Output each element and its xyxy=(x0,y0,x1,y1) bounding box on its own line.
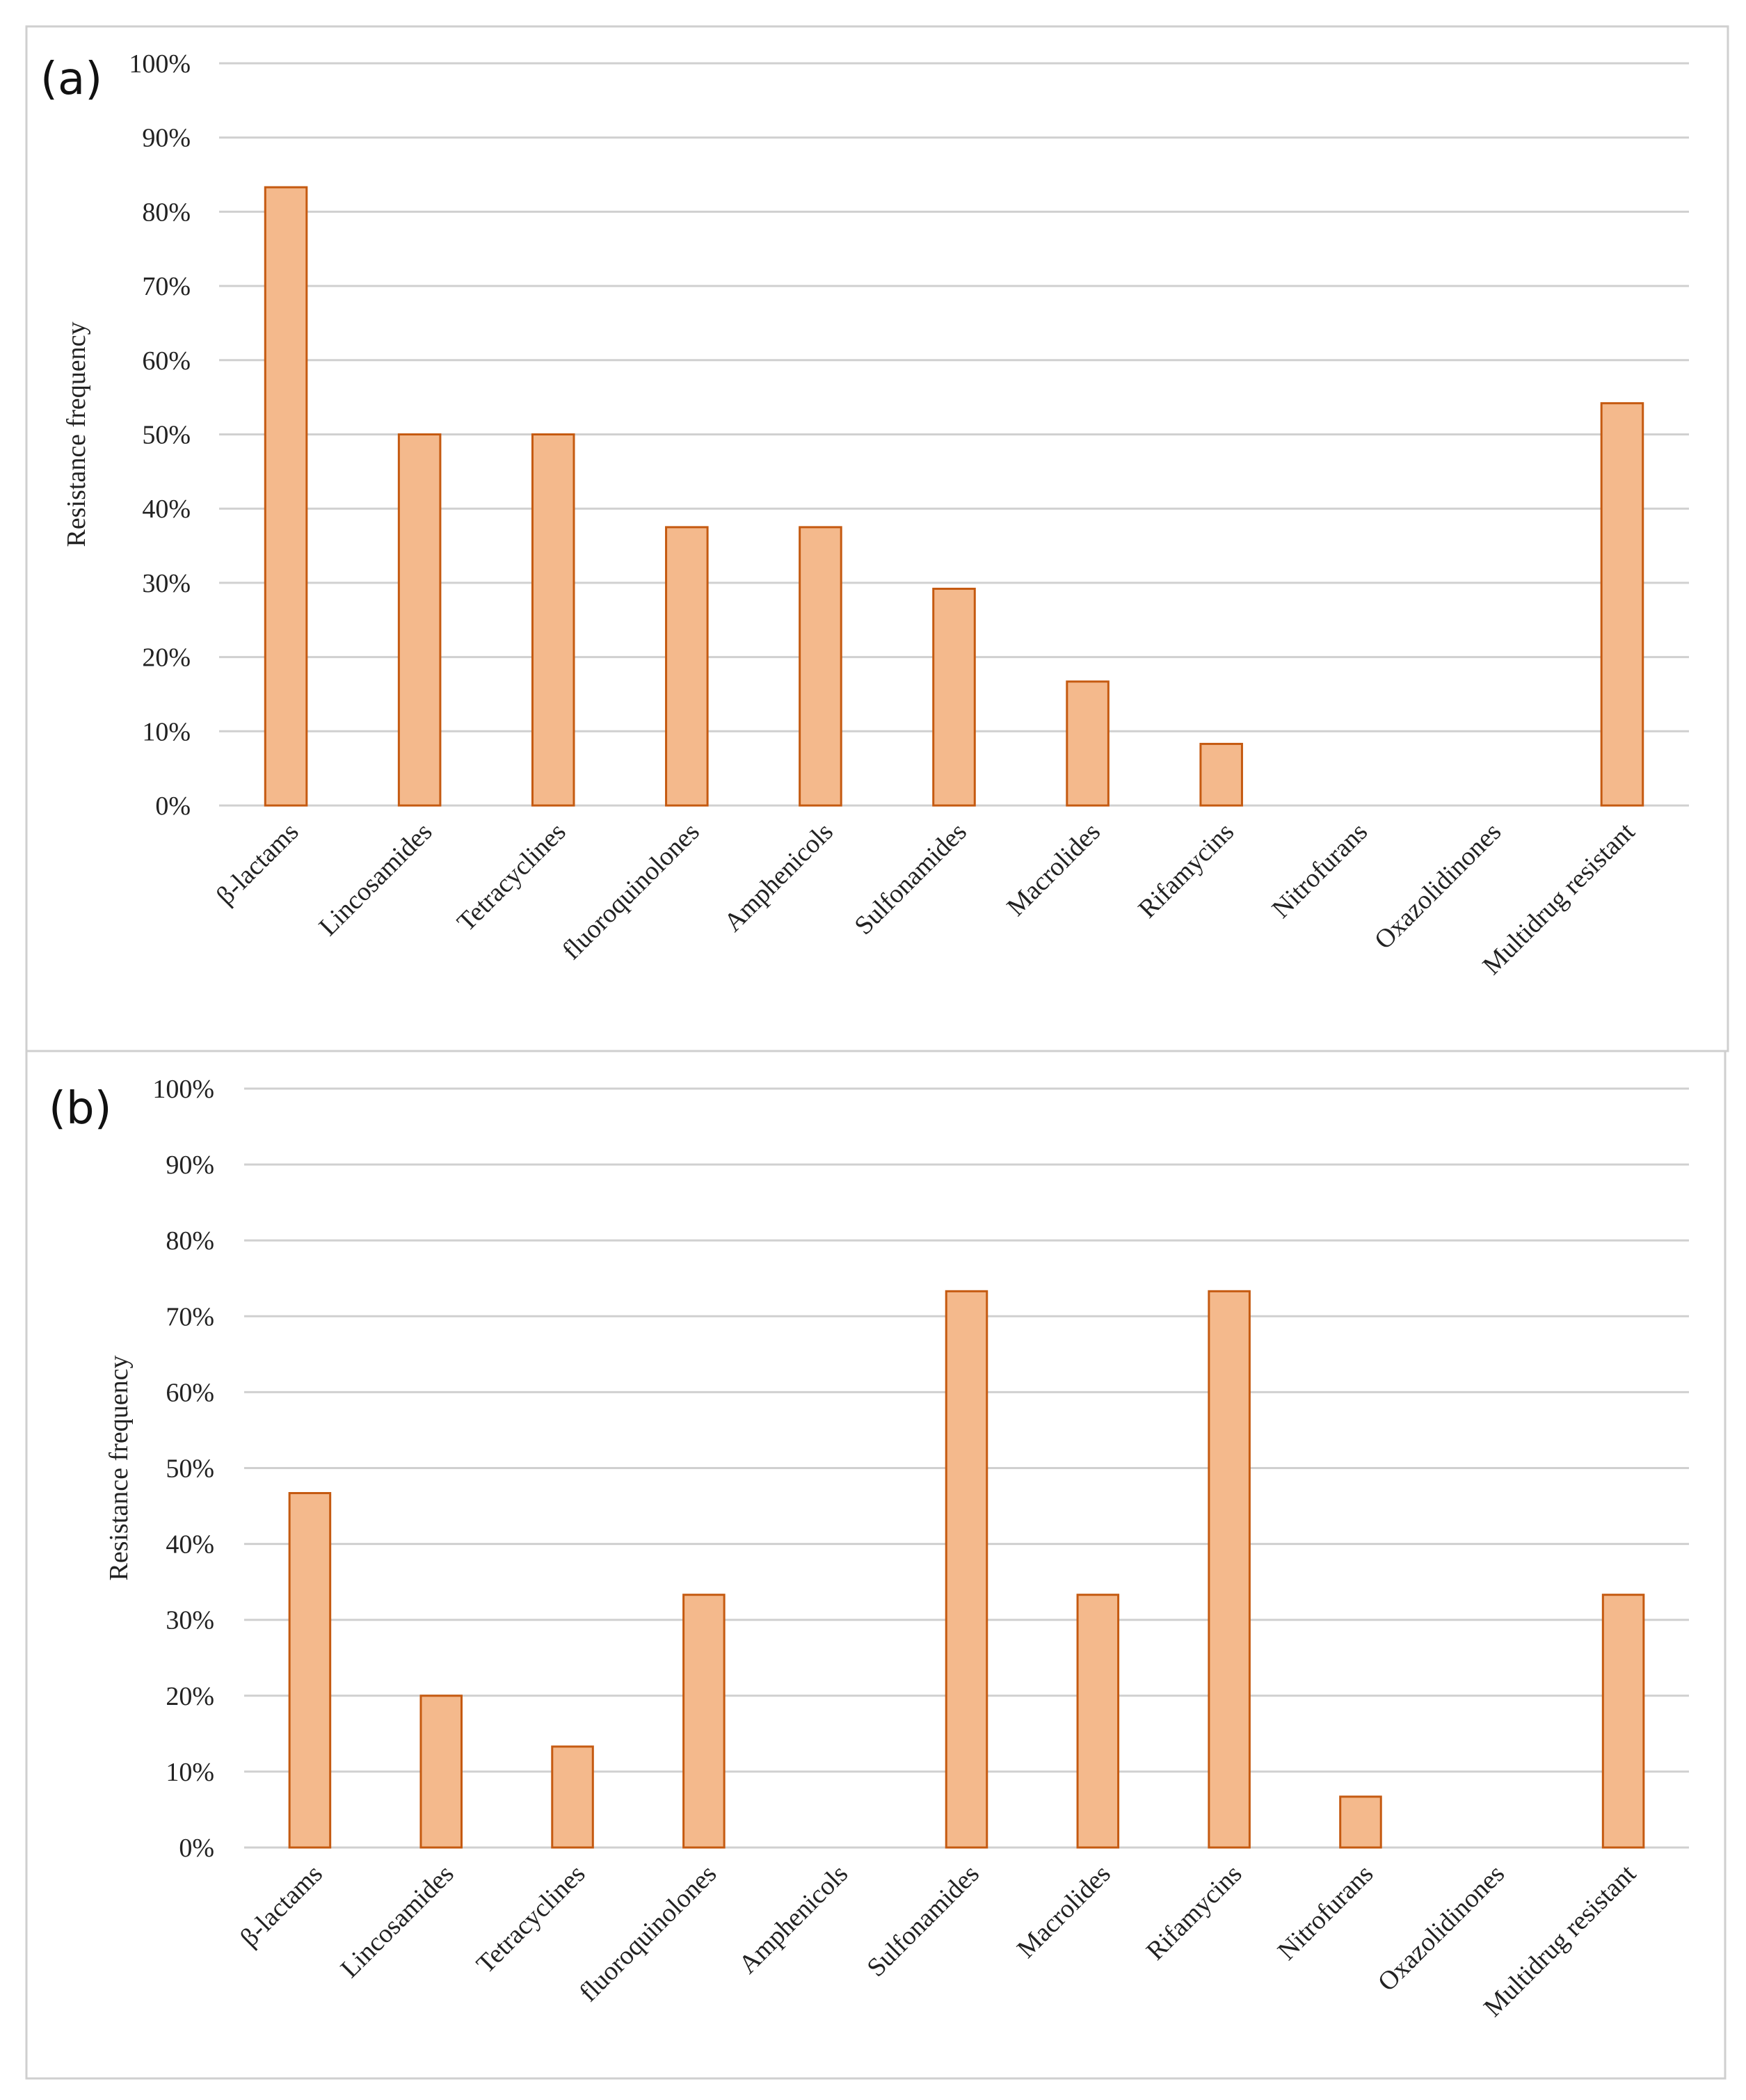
y-tick-label: 60% xyxy=(142,346,191,376)
x-tick-label: Sulfonamides xyxy=(849,817,972,940)
x-tick-label: Oxazolidinones xyxy=(1372,1859,1510,1997)
x-tick-label: fluoroquinolones xyxy=(574,1859,722,2007)
y-axis-label: Resistance frequency xyxy=(62,322,91,547)
bar xyxy=(682,1594,726,1849)
x-tick-label: Macrolides xyxy=(1001,817,1106,922)
bar xyxy=(932,587,976,807)
y-tick-label: 0% xyxy=(155,792,191,821)
bar xyxy=(551,1745,594,1849)
bar xyxy=(264,186,308,807)
x-tick-label: Amphenicols xyxy=(719,817,839,938)
chart-b: (b) 0% 10% 20% 30% 40% 50% 60% 70% 80% 90% 100% Resi… xyxy=(49,1075,1689,2023)
y-tick-label: 50% xyxy=(142,421,191,450)
bar xyxy=(288,1492,332,1849)
x-tick-label: Nitrofurans xyxy=(1272,1859,1379,1966)
bar xyxy=(1066,680,1110,807)
x-tick-label: Sulfonamides xyxy=(861,1859,984,1982)
panel-label: (b) xyxy=(49,1083,112,1135)
x-tick-label: β-lactams xyxy=(234,1859,328,1953)
y-tick-label: 0% xyxy=(179,1834,214,1863)
bar xyxy=(419,1694,463,1849)
y-tick-label: 90% xyxy=(166,1151,214,1180)
y-tick-label: 20% xyxy=(166,1682,214,1711)
y-tick-label: 10% xyxy=(166,1758,214,1787)
y-tick-label: 100% xyxy=(129,49,191,79)
bar xyxy=(531,433,575,807)
bar xyxy=(1208,1290,1251,1849)
y-tick-label: 30% xyxy=(166,1606,214,1635)
y-tick-label: 30% xyxy=(142,569,191,598)
y-tick-label: 50% xyxy=(166,1454,214,1484)
y-tick-label: 40% xyxy=(142,495,191,524)
x-tick-label: Tetracyclines xyxy=(451,817,572,938)
y-tick-label: 40% xyxy=(166,1530,214,1560)
bar xyxy=(945,1290,988,1849)
x-tick-label: Amphenicols xyxy=(733,1859,854,1980)
y-tick-label: 70% xyxy=(166,1302,214,1331)
x-tick-label: Tetracyclines xyxy=(471,1859,591,1980)
bar xyxy=(1076,1594,1120,1849)
panel-label: (a) xyxy=(40,54,102,105)
y-axis-label: Resistance frequency xyxy=(104,1356,134,1581)
x-tick-label: Lincosamides xyxy=(314,817,438,942)
bar xyxy=(665,526,709,807)
bar xyxy=(1199,742,1243,807)
bar xyxy=(799,526,842,807)
x-tick-label: fluoroquinolones xyxy=(556,817,705,965)
y-tick-label: 80% xyxy=(142,198,191,227)
y-tick-label: 60% xyxy=(166,1378,214,1407)
y-tick-label: 70% xyxy=(142,272,191,301)
x-tick-label: β-lactams xyxy=(211,817,304,911)
x-tick-label: Oxazolidinones xyxy=(1369,817,1507,955)
y-tick-label: 10% xyxy=(142,717,191,746)
bar xyxy=(397,433,442,807)
y-tick-label: 90% xyxy=(142,124,191,153)
bar xyxy=(1601,1594,1645,1849)
x-tick-label: Rifamycins xyxy=(1141,1859,1248,1966)
panel-b-frame xyxy=(25,1050,1727,2080)
x-tick-label: Nitrofurans xyxy=(1267,817,1374,924)
x-tick-label: Macrolides xyxy=(1011,1859,1116,1964)
bar xyxy=(1600,402,1644,807)
y-tick-label: 20% xyxy=(142,643,191,673)
chart-a: (a) 0% 10% 20% 30% 40% 50% 60% 70% 80% 90% 100% Resi… xyxy=(40,49,1689,981)
x-tick-label: Rifamycins xyxy=(1132,817,1240,924)
bar xyxy=(1339,1795,1382,1849)
x-tick-label: Lincosamides xyxy=(335,1859,460,1984)
y-tick-label: 80% xyxy=(166,1226,214,1256)
y-tick-label: 100% xyxy=(152,1075,214,1104)
